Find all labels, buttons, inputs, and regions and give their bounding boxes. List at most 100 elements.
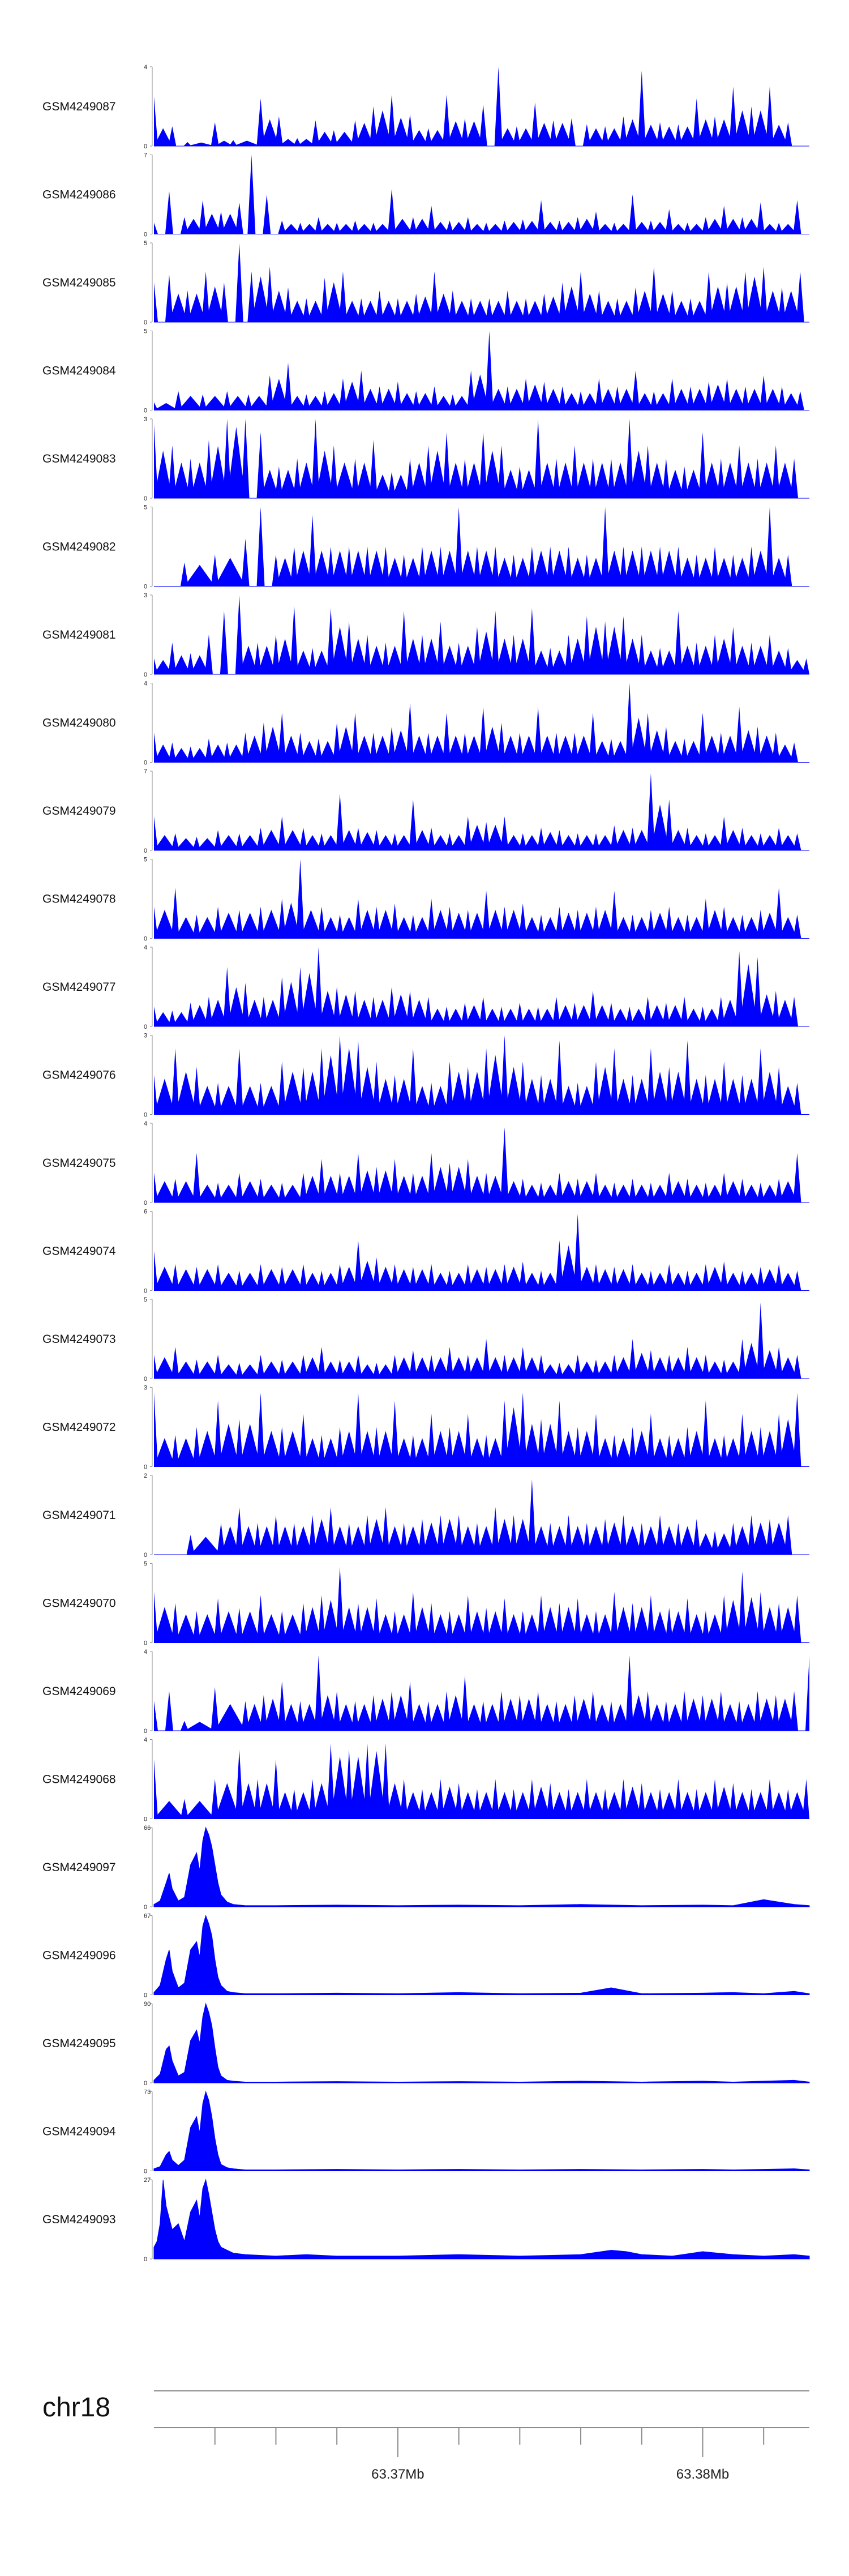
signal-peak (290, 605, 298, 674)
signal-peak (296, 733, 305, 763)
signal-peak (528, 1479, 536, 1555)
signal-peak (154, 222, 158, 234)
signal-bridge (355, 224, 374, 234)
signal-peak (646, 773, 655, 850)
signal-peak (183, 142, 192, 146)
signal-peak (723, 378, 731, 410)
y-tick-label: 0 (144, 936, 147, 943)
signal-peak (424, 733, 432, 763)
signal-peak (473, 627, 481, 674)
signal-bridge (468, 224, 487, 234)
signal-peak (720, 906, 728, 939)
signal-bridge (175, 1361, 197, 1379)
signal-bridge (678, 645, 697, 674)
signal-bridge (468, 1175, 487, 1203)
signal-bridge (495, 639, 514, 674)
signal-peak (241, 419, 250, 498)
signal-bridge (550, 550, 569, 587)
signal-bridge (751, 1522, 770, 1555)
signal-bridge (623, 119, 642, 146)
y-tick-label: 3 (144, 1385, 147, 1392)
signal-peak (299, 1264, 307, 1291)
signal-peak (778, 287, 786, 322)
signal-peak (409, 1048, 417, 1115)
signal-peak (406, 114, 414, 146)
signal-bridge (239, 913, 261, 939)
signal-bridge (739, 463, 758, 498)
signal-peak (265, 375, 274, 410)
signal-peak (784, 122, 792, 146)
signal-peak (363, 1515, 372, 1555)
signal-peak (500, 1127, 509, 1203)
signal-bridge (395, 1175, 413, 1203)
signal-peak (674, 1779, 683, 1819)
signal-bridge (196, 917, 218, 939)
signal-bridge (605, 550, 624, 587)
signal-peak (443, 713, 451, 763)
signal-peak (448, 290, 457, 322)
signal-peak (573, 1179, 582, 1203)
signal-peak (775, 1264, 783, 1291)
signal-bridge (397, 301, 417, 322)
signal-bridge (635, 393, 654, 410)
signal-peak (479, 707, 487, 763)
signal-peak (318, 906, 326, 939)
track-label: GSM4249071 (42, 1509, 116, 1522)
signal-peak (351, 713, 359, 763)
signal-bridge (623, 550, 642, 587)
signal-peak (793, 833, 801, 850)
signal-bridge (623, 1526, 642, 1555)
signal-bridge (702, 1698, 721, 1731)
signal-peak (381, 1743, 390, 1819)
signal-peak (601, 1519, 610, 1555)
signal-peak (345, 621, 353, 674)
signal-bridge (614, 917, 633, 939)
signal-peak (610, 891, 619, 939)
signal-peak (299, 1603, 307, 1643)
signal-peak (518, 1392, 527, 1467)
signal-peak (247, 271, 256, 322)
signal-peak (448, 394, 457, 410)
signal-peak (333, 722, 341, 763)
signal-bridge (556, 1704, 575, 1731)
signal-peak (537, 1355, 546, 1379)
signal-peak (756, 1591, 765, 1643)
signal-bridge (465, 735, 483, 763)
signal-bridge (376, 1266, 395, 1291)
track-label: GSM4249097 (42, 1861, 116, 1874)
signal-peak (552, 1701, 560, 1731)
signal-peak (573, 217, 582, 234)
track-GSM4249077: GSM4249077 4 0 (42, 944, 809, 1030)
signal-peak (683, 914, 692, 939)
y-tick-label: 0 (144, 2256, 147, 2263)
signal-peak (464, 1264, 472, 1291)
signal-peak (531, 102, 539, 146)
signal-bridge (541, 1607, 560, 1643)
signal-bridge (458, 645, 477, 674)
y-tick-label: 0 (144, 408, 147, 414)
signal-bridge (196, 1361, 218, 1379)
signal-peak (430, 386, 439, 410)
signal-peak (454, 1515, 463, 1555)
signal-bridge (687, 1273, 706, 1291)
signal-peak (388, 472, 396, 498)
signal-peak (223, 742, 231, 763)
signal-bridge (504, 1266, 523, 1291)
signal-peak (171, 1347, 179, 1379)
signal-bridge (779, 1086, 797, 1115)
signal-bridge (593, 1704, 611, 1731)
signal-bridge (422, 550, 441, 587)
signal-peak (701, 833, 710, 850)
signal-peak (558, 283, 567, 322)
signal-bridge (312, 1519, 331, 1555)
signal-bridge (501, 735, 520, 763)
signal-peak (165, 1691, 173, 1731)
signal-bridge (520, 735, 538, 763)
track-label: GSM4249087 (42, 100, 116, 113)
signal-peak (256, 1392, 265, 1467)
signal-bridge (724, 1599, 743, 1643)
signal-peak (509, 635, 518, 674)
signal-bridge (520, 1008, 538, 1026)
signal-peak (154, 1007, 158, 1026)
signal-peak (571, 445, 579, 498)
